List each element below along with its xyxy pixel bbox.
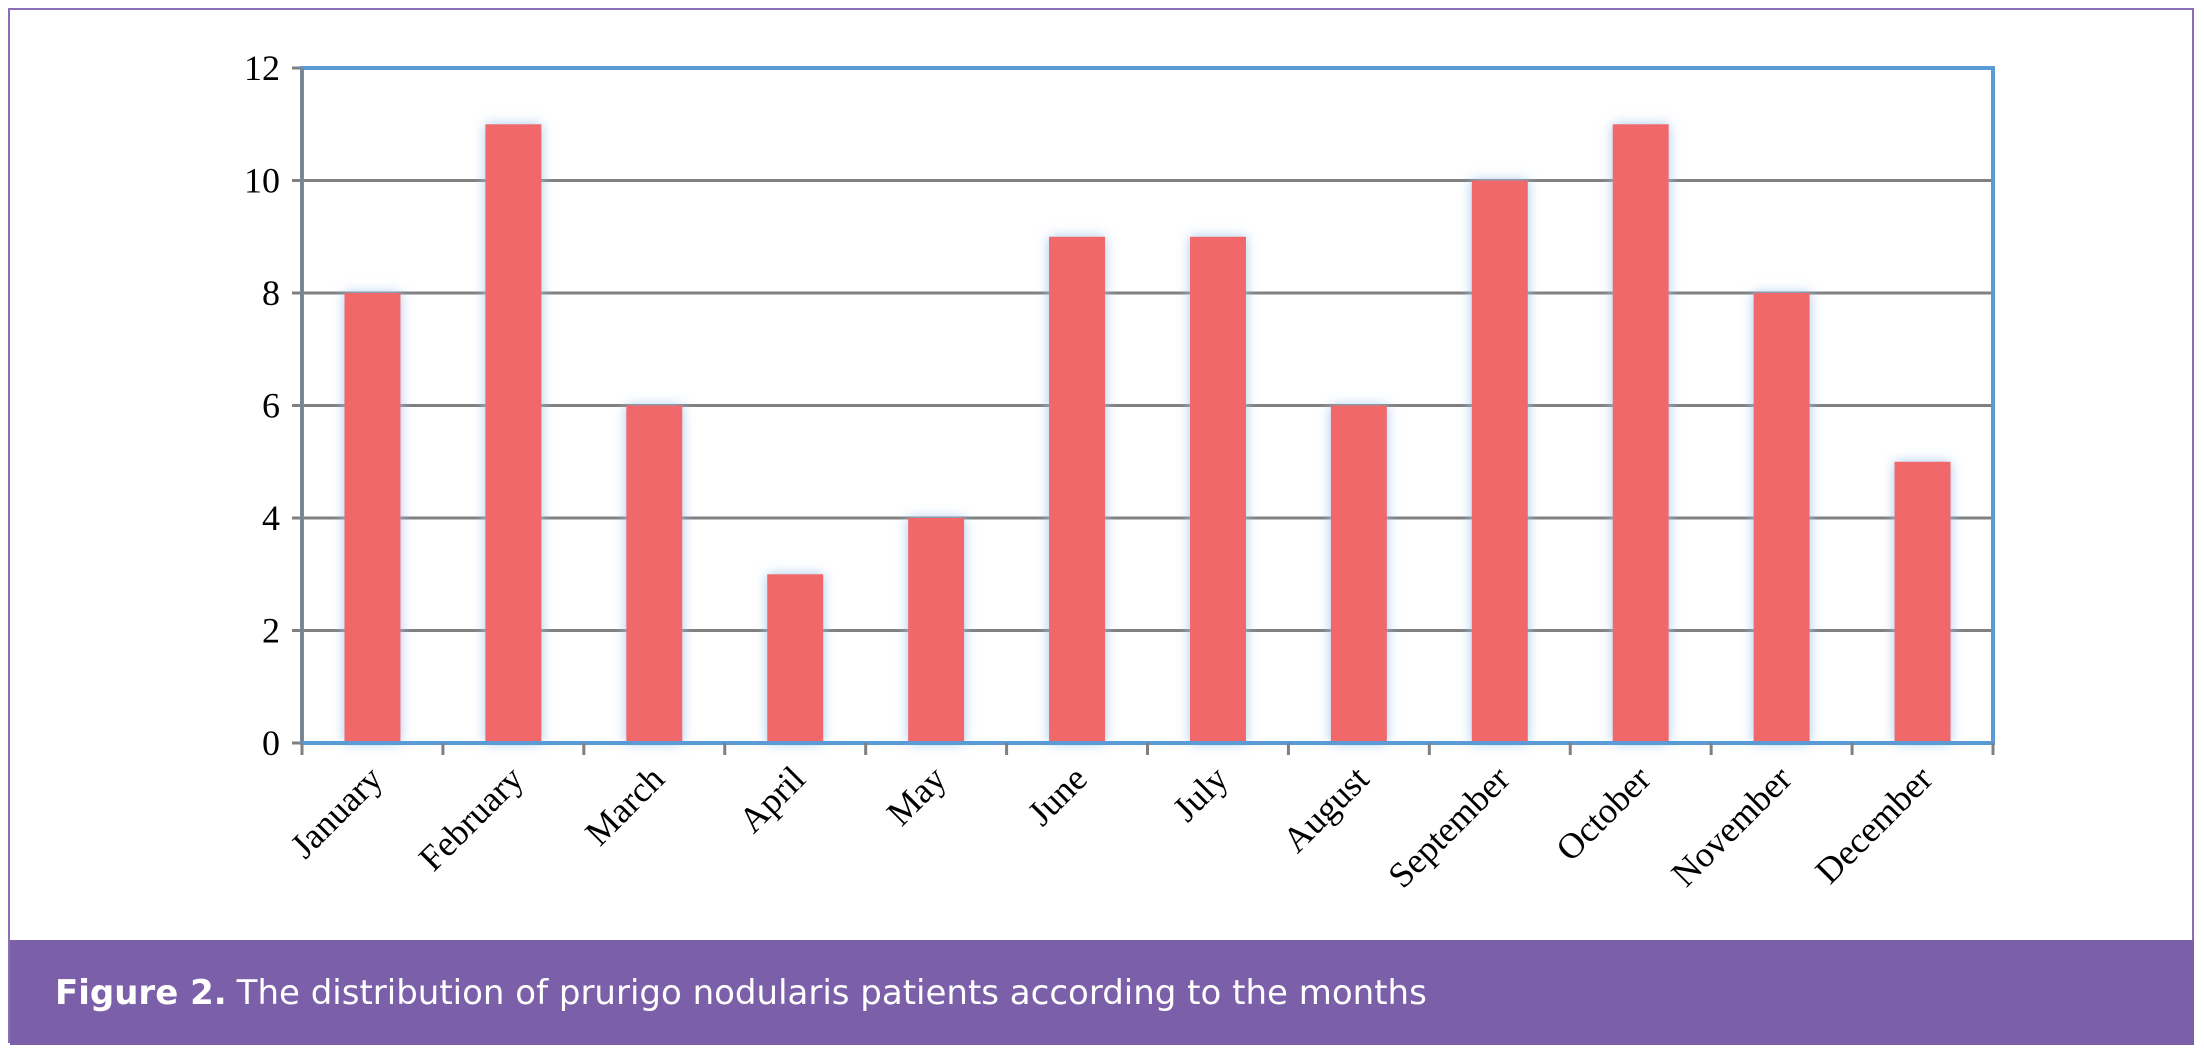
y-tick-label: 0 — [262, 723, 280, 763]
x-category-label: August — [1275, 758, 1377, 860]
bar-december — [1894, 461, 1951, 743]
y-tick-label: 12 — [244, 48, 280, 88]
bar-august — [1330, 405, 1387, 743]
x-category-label: July — [1165, 758, 1236, 829]
figure-caption-label: Figure 2. — [55, 972, 227, 1013]
bar-october — [1612, 124, 1669, 743]
x-category-label: June — [1020, 758, 1095, 833]
bar-july — [1189, 236, 1246, 743]
bar-chart: 0 2 4 6 8 10 12 January February March April May Jun… — [244, 48, 1995, 896]
figure-caption-text: The distribution of prurigo nodularis pa… — [236, 972, 1427, 1013]
figure-caption: Figure 2. The distribution of prurigo no… — [10, 940, 2194, 1045]
bar-february — [485, 124, 542, 743]
bar-january — [344, 293, 401, 743]
x-category-label: March — [577, 758, 672, 853]
bar-march — [626, 405, 683, 743]
x-category-label: October — [1548, 758, 1658, 868]
bar-november — [1753, 293, 1810, 743]
y-tick-label: 6 — [262, 386, 280, 426]
y-tick-label: 8 — [262, 273, 280, 313]
x-category-label: January — [283, 758, 390, 865]
x-category-label: September — [1380, 758, 1517, 895]
y-tick-label: 4 — [262, 498, 280, 538]
x-category-label: December — [1807, 758, 1940, 891]
bar-september — [1471, 180, 1528, 743]
y-tick-label: 10 — [244, 161, 280, 201]
y-tick-label: 2 — [262, 611, 280, 651]
bar-may — [908, 518, 965, 743]
x-category-label: February — [411, 758, 531, 878]
bar-april — [767, 574, 824, 743]
bar-june — [1049, 236, 1106, 743]
x-category-label: May — [879, 758, 954, 833]
x-category-label: November — [1664, 758, 1800, 894]
x-category-label: April — [731, 758, 813, 840]
